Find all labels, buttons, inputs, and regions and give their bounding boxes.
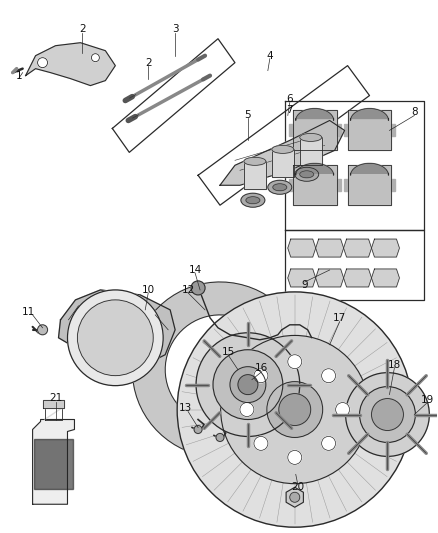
Polygon shape <box>285 230 424 300</box>
Circle shape <box>346 373 429 456</box>
Polygon shape <box>288 239 316 257</box>
Polygon shape <box>59 290 175 365</box>
Text: 11: 11 <box>22 307 35 317</box>
Text: 10: 10 <box>141 285 155 295</box>
Text: 16: 16 <box>255 362 268 373</box>
Polygon shape <box>272 149 294 177</box>
Text: 1: 1 <box>15 70 22 80</box>
Polygon shape <box>289 179 293 191</box>
Polygon shape <box>300 138 321 165</box>
Ellipse shape <box>300 171 314 178</box>
Polygon shape <box>293 165 337 205</box>
Polygon shape <box>316 239 343 257</box>
Circle shape <box>238 375 258 394</box>
Text: 21: 21 <box>49 393 62 402</box>
Polygon shape <box>343 124 348 136</box>
Circle shape <box>230 367 266 402</box>
Circle shape <box>196 333 300 437</box>
Polygon shape <box>220 120 345 185</box>
Polygon shape <box>289 124 293 136</box>
Polygon shape <box>343 179 348 191</box>
Text: 17: 17 <box>333 313 346 323</box>
Ellipse shape <box>268 180 292 194</box>
Circle shape <box>38 325 48 335</box>
Circle shape <box>67 290 163 385</box>
Circle shape <box>216 433 224 441</box>
Polygon shape <box>371 269 399 287</box>
Ellipse shape <box>244 157 266 165</box>
Polygon shape <box>132 282 302 457</box>
Text: 18: 18 <box>388 360 401 370</box>
Polygon shape <box>343 269 371 287</box>
Polygon shape <box>343 239 371 257</box>
Circle shape <box>254 369 268 383</box>
Circle shape <box>92 54 99 62</box>
Polygon shape <box>32 419 74 504</box>
Text: 2: 2 <box>145 58 152 68</box>
Circle shape <box>177 292 413 527</box>
Ellipse shape <box>246 197 260 204</box>
Text: 14: 14 <box>188 265 202 275</box>
Circle shape <box>288 355 302 369</box>
Polygon shape <box>392 179 396 191</box>
Polygon shape <box>348 165 392 205</box>
Text: 15: 15 <box>221 347 235 357</box>
Polygon shape <box>112 39 235 152</box>
Polygon shape <box>350 164 389 175</box>
Polygon shape <box>244 161 266 189</box>
Circle shape <box>321 369 336 383</box>
Polygon shape <box>348 110 392 150</box>
Text: 7: 7 <box>286 106 293 116</box>
Circle shape <box>221 335 369 483</box>
Polygon shape <box>288 269 316 287</box>
Polygon shape <box>285 101 424 230</box>
Polygon shape <box>350 109 389 120</box>
Text: 3: 3 <box>172 24 178 34</box>
Circle shape <box>240 402 254 416</box>
Polygon shape <box>45 408 63 419</box>
Circle shape <box>360 386 415 442</box>
Text: 13: 13 <box>178 402 192 413</box>
Polygon shape <box>34 439 74 489</box>
Ellipse shape <box>241 193 265 207</box>
Polygon shape <box>293 110 337 150</box>
Polygon shape <box>371 239 399 257</box>
Circle shape <box>321 437 336 450</box>
Polygon shape <box>316 269 343 287</box>
Polygon shape <box>392 124 396 136</box>
Ellipse shape <box>272 146 294 154</box>
Ellipse shape <box>273 184 287 191</box>
Polygon shape <box>337 179 341 191</box>
Polygon shape <box>198 66 370 205</box>
Text: 5: 5 <box>244 110 251 120</box>
Circle shape <box>279 393 311 425</box>
Circle shape <box>288 450 302 464</box>
Polygon shape <box>337 124 341 136</box>
Circle shape <box>191 281 205 295</box>
Text: 12: 12 <box>181 285 195 295</box>
Circle shape <box>371 399 403 431</box>
Text: 20: 20 <box>291 482 304 492</box>
Ellipse shape <box>295 167 319 181</box>
Circle shape <box>78 300 153 376</box>
Circle shape <box>38 58 48 68</box>
Polygon shape <box>296 109 334 120</box>
Ellipse shape <box>300 133 321 141</box>
Text: 8: 8 <box>411 108 418 117</box>
Text: 2: 2 <box>79 24 86 34</box>
Circle shape <box>290 492 300 502</box>
Circle shape <box>194 425 202 433</box>
Circle shape <box>254 437 268 450</box>
Text: 4: 4 <box>267 51 273 61</box>
Circle shape <box>213 350 283 419</box>
Text: 19: 19 <box>421 394 434 405</box>
Circle shape <box>267 382 323 438</box>
Text: 6: 6 <box>286 93 293 103</box>
Polygon shape <box>296 164 334 175</box>
Polygon shape <box>25 43 115 86</box>
Text: 9: 9 <box>301 280 308 290</box>
Circle shape <box>336 402 350 416</box>
Polygon shape <box>42 400 64 408</box>
